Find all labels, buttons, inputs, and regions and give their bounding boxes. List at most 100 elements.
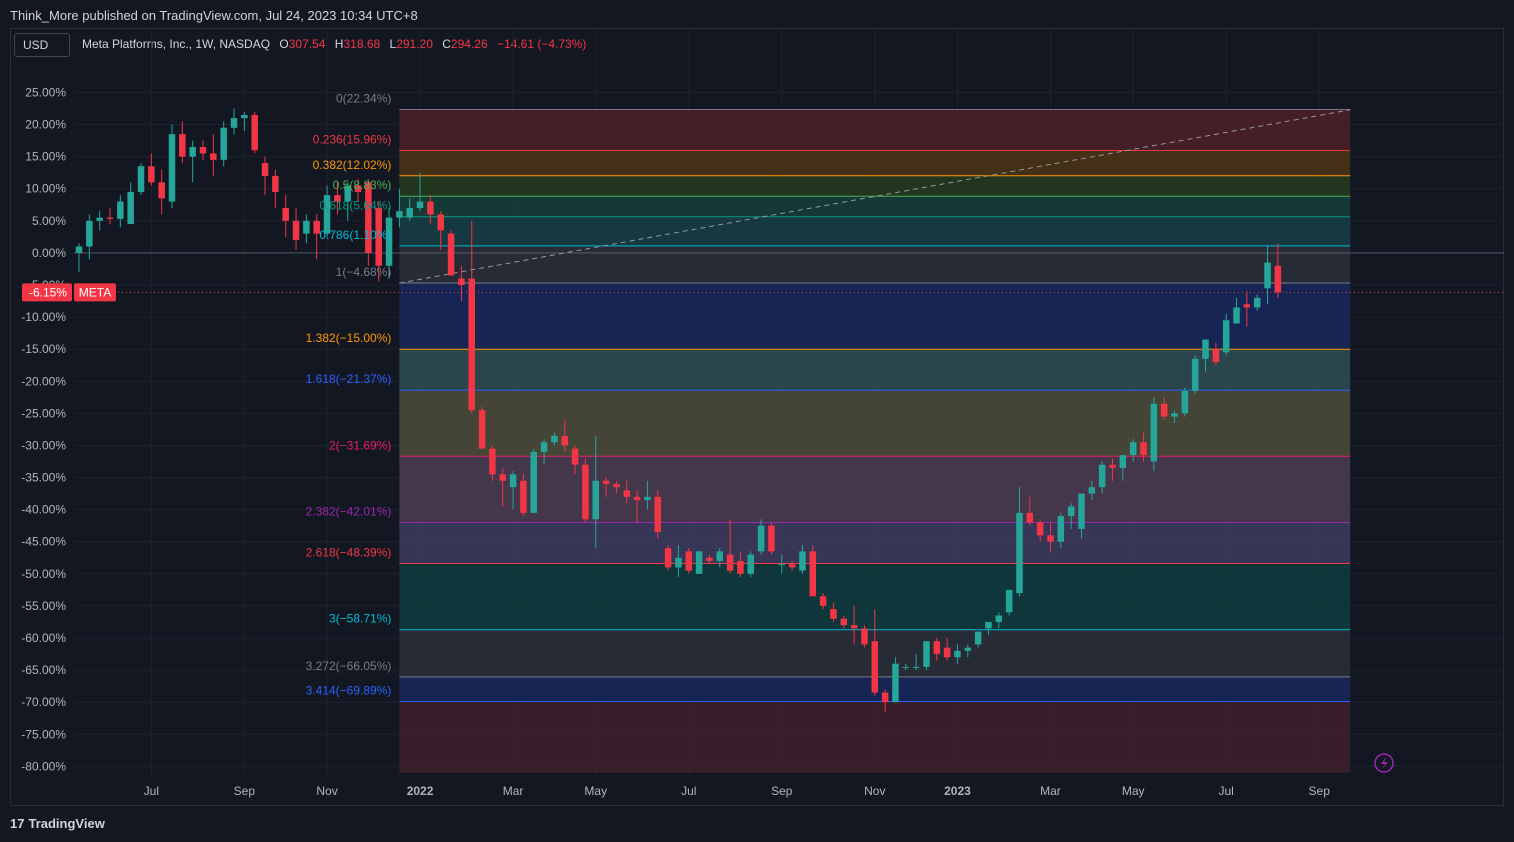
candle: [1129, 439, 1137, 462]
candle-body: [75, 246, 83, 253]
candle: [210, 134, 217, 176]
low-value: 291.20: [396, 37, 433, 51]
candle: [365, 179, 372, 266]
candle: [1036, 519, 1044, 542]
candle: [726, 519, 734, 574]
fib-zone: [399, 456, 1351, 523]
candle: [675, 544, 682, 578]
symbol-tag: [74, 283, 116, 302]
candle-body: [86, 220, 93, 247]
candle-body: [499, 474, 506, 481]
candle-body: [1181, 390, 1189, 414]
x-tick-label: Jul: [681, 784, 696, 798]
fib-zone: [399, 349, 1351, 391]
y-tick-label: -30.00%: [21, 438, 66, 452]
candle-body: [695, 551, 703, 574]
candle-body: [292, 220, 300, 241]
candle-body: [1243, 304, 1251, 308]
candle: [768, 522, 775, 555]
candle-body: [1129, 442, 1137, 456]
candle-body: [106, 217, 114, 219]
candle-body: [520, 480, 527, 513]
candle-body: [964, 647, 972, 651]
candle-body: [881, 692, 889, 703]
tradingview-brand[interactable]: 17 TradingView: [10, 816, 105, 831]
candle-body: [902, 666, 910, 668]
candle: [571, 445, 579, 475]
candle-body: [385, 217, 393, 266]
candle: [127, 182, 134, 225]
candle-body: [1191, 358, 1199, 391]
y-tick-label: 10.00%: [25, 182, 66, 196]
candle: [912, 654, 920, 671]
candle-body: [664, 548, 672, 568]
candle: [995, 612, 1003, 629]
candle-body: [861, 628, 868, 645]
candle: [1098, 461, 1106, 494]
fib-zone: [399, 196, 1351, 217]
candle: [75, 243, 83, 273]
y-tick-label: -25.00%: [21, 406, 66, 420]
candle: [602, 477, 610, 497]
candle-body: [251, 114, 258, 151]
fib-level-label: 0.5(8.83%): [333, 178, 392, 192]
candle: [799, 544, 806, 574]
candle: [954, 644, 961, 664]
x-tick-label: Mar: [1040, 784, 1061, 798]
candle-body: [1212, 349, 1220, 363]
x-tick-label: Mar: [503, 784, 524, 798]
candle-body: [1057, 516, 1065, 542]
candle: [861, 625, 868, 648]
fib-level-label: 1.618(−21.37%): [306, 372, 392, 386]
candle: [1212, 342, 1220, 366]
y-tick-label: -80.00%: [21, 759, 66, 773]
candle: [344, 182, 351, 221]
candle-body: [1026, 512, 1034, 523]
candle-body: [230, 118, 238, 128]
candle: [654, 490, 662, 539]
symbol-legend: Meta Platforms, Inc., 1W, NASDAQ O307.54…: [82, 37, 586, 51]
candle-body: [365, 182, 372, 253]
currency-button[interactable]: USD: [14, 33, 70, 57]
change-value: −14.61 (−4.73%): [496, 37, 587, 51]
candle: [447, 230, 455, 276]
candle: [1181, 387, 1189, 417]
fib-zone: [399, 701, 1351, 773]
candle: [737, 551, 744, 578]
candle: [1026, 496, 1034, 526]
fib-level-label: 2.618(−48.39%): [306, 545, 392, 559]
candle-body: [737, 560, 744, 574]
candle-body: [427, 201, 434, 215]
candle-body: [830, 609, 837, 619]
candle-body: [96, 217, 103, 221]
candle: [261, 156, 269, 196]
lightning-icon-circle: [1374, 753, 1394, 773]
candle-body: [540, 442, 548, 452]
fib-level-label: 1(−4.68%): [336, 265, 392, 279]
candle: [1243, 291, 1251, 327]
candle: [251, 111, 258, 154]
fib-level-label: 2.382(−42.01%): [306, 505, 392, 519]
fib-level-label: 3.272(−66.05%): [306, 659, 392, 673]
candle-body: [551, 435, 558, 443]
candle: [406, 198, 413, 221]
candle: [220, 121, 227, 167]
candle-body: [726, 554, 734, 571]
candle: [509, 471, 517, 510]
candle-body: [571, 448, 579, 465]
candle-body: [1078, 493, 1085, 529]
candle: [1264, 246, 1271, 305]
candle: [592, 435, 599, 549]
candle: [582, 458, 589, 523]
candle: [1171, 410, 1178, 423]
chart-frame: [10, 28, 1504, 806]
candle-body: [1016, 512, 1023, 594]
candle: [96, 211, 103, 231]
y-tick-label: -45.00%: [21, 535, 66, 549]
fib-level-label: 0.382(12.02%): [313, 158, 392, 172]
candle-body: [1098, 464, 1106, 488]
candle: [685, 548, 693, 574]
lightning-icon-bolt: [1381, 757, 1388, 769]
candles-group: [75, 108, 1282, 712]
